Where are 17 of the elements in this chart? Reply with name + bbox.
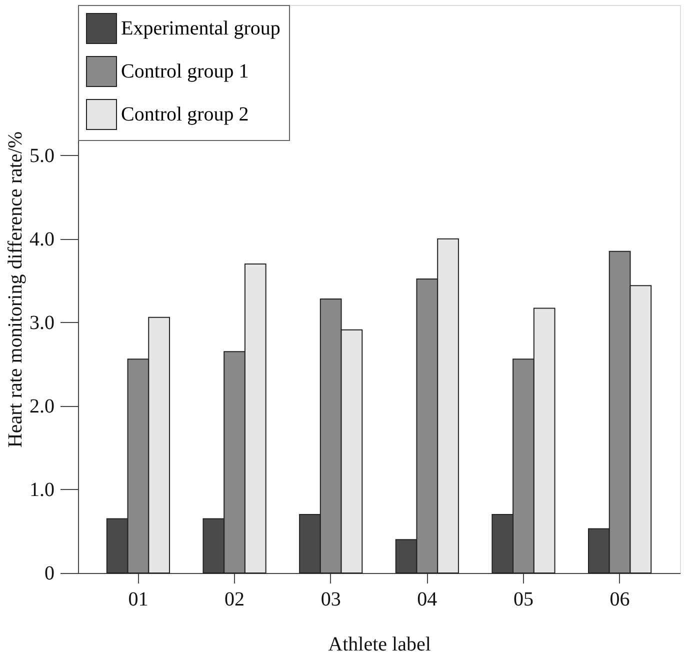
x-tick-label: 05 [513, 588, 534, 610]
y-tick-label: 5.0 [30, 144, 54, 167]
x-tick-label: 06 [610, 588, 630, 610]
y-tick-label: 1.0 [30, 478, 54, 501]
y-tick-label: 2.0 [30, 395, 54, 418]
legend-label: Experimental group [121, 18, 280, 40]
x-tick-label: 04 [417, 588, 438, 610]
y-tick-label: 0 [44, 562, 54, 584]
x-tick-label: 02 [224, 588, 245, 610]
y-tick-label: 4.0 [30, 228, 54, 250]
y-axis-title: Heart rate monitoring difference rate/% [4, 131, 26, 448]
x-tick-label: 01 [128, 588, 148, 610]
legend-label: Control group 2 [121, 104, 249, 126]
y-tick-label: 3.0 [30, 312, 54, 334]
x-axis-title: Athlete label [328, 634, 432, 656]
x-tick-label: 03 [320, 588, 341, 610]
legend-label: Control group 1 [121, 60, 249, 82]
